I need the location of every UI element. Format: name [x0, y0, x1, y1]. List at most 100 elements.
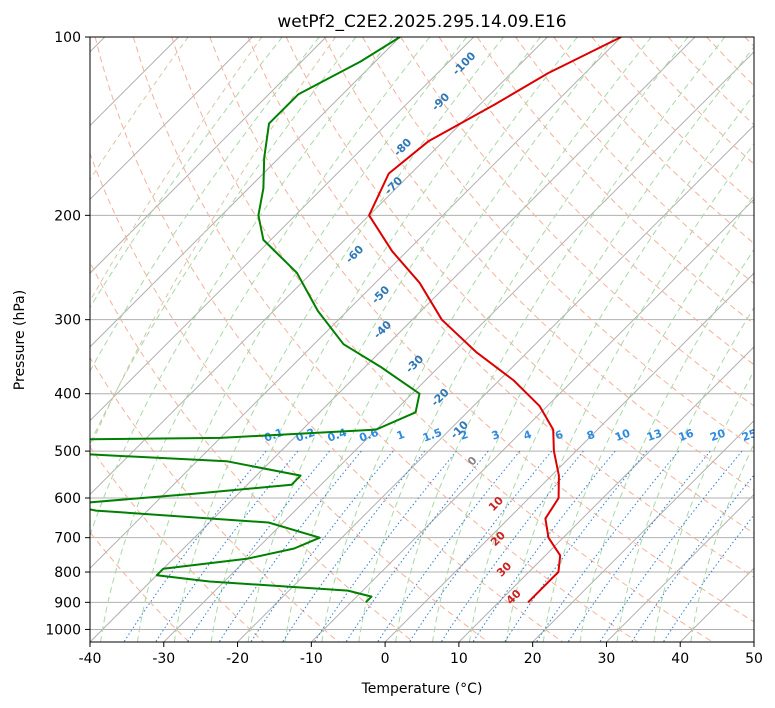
mixing-ratio-label: 2	[458, 428, 470, 443]
dry-adiabat	[90, 356, 339, 642]
isotherm-gridline	[90, 37, 327, 274]
dry-adiabat	[553, 37, 754, 245]
x-tick-label: 50	[745, 651, 763, 667]
isotherm-gridline	[753, 641, 754, 642]
isotherm-gridline	[458, 346, 754, 642]
dry-adiabat-label: -70	[382, 174, 405, 197]
moist-adiabat	[90, 37, 283, 309]
mixing-ratio-line	[155, 450, 299, 642]
x-tick-label: 40	[671, 651, 689, 667]
dry-adiabat	[171, 37, 713, 642]
mixing-ratio-label: 16	[677, 426, 696, 444]
background-lines	[90, 37, 754, 642]
dry-adiabat	[323, 37, 754, 491]
mixing-ratio-label: 0.4	[326, 426, 349, 445]
isotherm-gridline	[679, 567, 754, 642]
dry-adiabat	[515, 37, 754, 285]
x-tick-label: 10	[450, 651, 468, 667]
mixing-ratio-label: 4	[522, 428, 534, 443]
dry-adiabat	[285, 37, 754, 535]
isotherm-gridline	[90, 37, 548, 496]
y-tick-label: 200	[54, 208, 81, 224]
mixing-ratio-line	[186, 450, 330, 642]
x-tick-label: 20	[524, 651, 542, 667]
mixing-ratio-line	[123, 450, 267, 642]
dry-adiabat-label: -90	[429, 90, 452, 113]
curved-adiabat	[90, 37, 337, 449]
mixing-ratio-line	[535, 450, 679, 642]
moist-adiabat	[136, 37, 468, 642]
dry-adiabat	[744, 37, 754, 47]
dry-adiabat	[438, 37, 754, 366]
temperature-profile-line	[368, 37, 622, 604]
y-tick-label: 700	[54, 531, 81, 547]
moist-adiabat	[395, 37, 726, 642]
mixing-ratio-label: 3	[490, 428, 502, 443]
moist-adiabat	[90, 37, 320, 373]
x-tick-label: 0	[381, 651, 390, 667]
isotherm-gridline	[384, 272, 754, 642]
moist-adiabat	[432, 46, 754, 642]
y-tick-label: 500	[54, 444, 81, 460]
moist-adiabat	[321, 37, 652, 642]
moist-adiabat	[90, 37, 357, 445]
y-axis-ticks: 100 200 300 400 500 600 700 800 900 1000	[45, 30, 90, 638]
moist-adiabat	[90, 37, 394, 537]
moist-adiabat	[284, 37, 615, 642]
dry-adiabat	[591, 37, 754, 205]
isotherm-gridline	[90, 37, 401, 348]
dry-adiabat	[90, 531, 190, 642]
dry-adiabat	[209, 37, 754, 623]
moist-adiabat	[358, 37, 689, 642]
mixing-ratio-label: 6	[553, 428, 565, 443]
dry-adiabat-label: -50	[369, 283, 392, 306]
y-tick-label: 900	[54, 595, 81, 611]
moist-adiabat	[210, 37, 541, 642]
moist-adiabat	[579, 248, 754, 642]
y-tick-label: 100	[54, 30, 81, 46]
mixing-ratio-label: 25	[740, 427, 759, 444]
dry-adiabat	[94, 37, 564, 642]
mixing-ratio-label: 20	[708, 426, 727, 444]
mixing-ratio-line	[567, 450, 711, 642]
isotherm-gridline	[606, 493, 754, 642]
mixing-ratio-label: 13	[645, 427, 664, 444]
dry-adiabat	[90, 152, 489, 642]
dry-adiabat-label: 40	[504, 587, 524, 607]
mixing-ratio-label: 0.2	[294, 426, 317, 445]
moist-adiabat	[505, 142, 754, 642]
mixing-ratio-label: 8	[585, 428, 597, 443]
dry-adiabat-label: 0	[465, 454, 480, 469]
mixing-ratio-label: 1.5	[421, 426, 444, 445]
isotherm-gridline	[90, 37, 475, 422]
y-tick-label: 800	[54, 565, 81, 581]
dry-adiabat-label: -30	[403, 352, 426, 375]
adiabat-labels: 0.10.20.40.611.52346810131620253036-100-…	[262, 49, 759, 607]
dry-adiabat-label: -20	[429, 386, 452, 409]
mixing-ratio-line	[313, 450, 457, 642]
x-axis-ticks: -40 -30 -20 -10 0 10 20 30 40 50	[79, 642, 763, 667]
y-tick-label: 1000	[45, 622, 81, 638]
isotherm-gridline	[90, 37, 253, 201]
dry-adiabat	[90, 260, 414, 642]
dry-adiabat	[629, 37, 754, 165]
plot-frame	[89, 36, 755, 643]
mixing-ratio-line	[250, 450, 394, 642]
isotherm-gridline	[90, 37, 696, 642]
x-tick-label: -20	[226, 651, 249, 667]
moist-adiabat	[616, 306, 754, 642]
curved-adiabat	[90, 37, 189, 181]
curved-adiabat	[90, 37, 263, 303]
mixing-ratio-label: 10	[613, 426, 632, 444]
moist-adiabat	[173, 37, 504, 642]
moist-adiabat	[247, 37, 578, 642]
isotherm-gridline	[237, 124, 754, 642]
moist-adiabat	[468, 93, 754, 642]
x-tick-label: 30	[598, 651, 616, 667]
moist-adiabat	[653, 370, 754, 642]
dry-adiabat	[362, 37, 754, 449]
chart-title: wetPf2_C2E2.2025.295.14.09.E16	[277, 12, 566, 32]
dry-adiabat	[476, 37, 754, 325]
dry-adiabat	[706, 37, 754, 87]
